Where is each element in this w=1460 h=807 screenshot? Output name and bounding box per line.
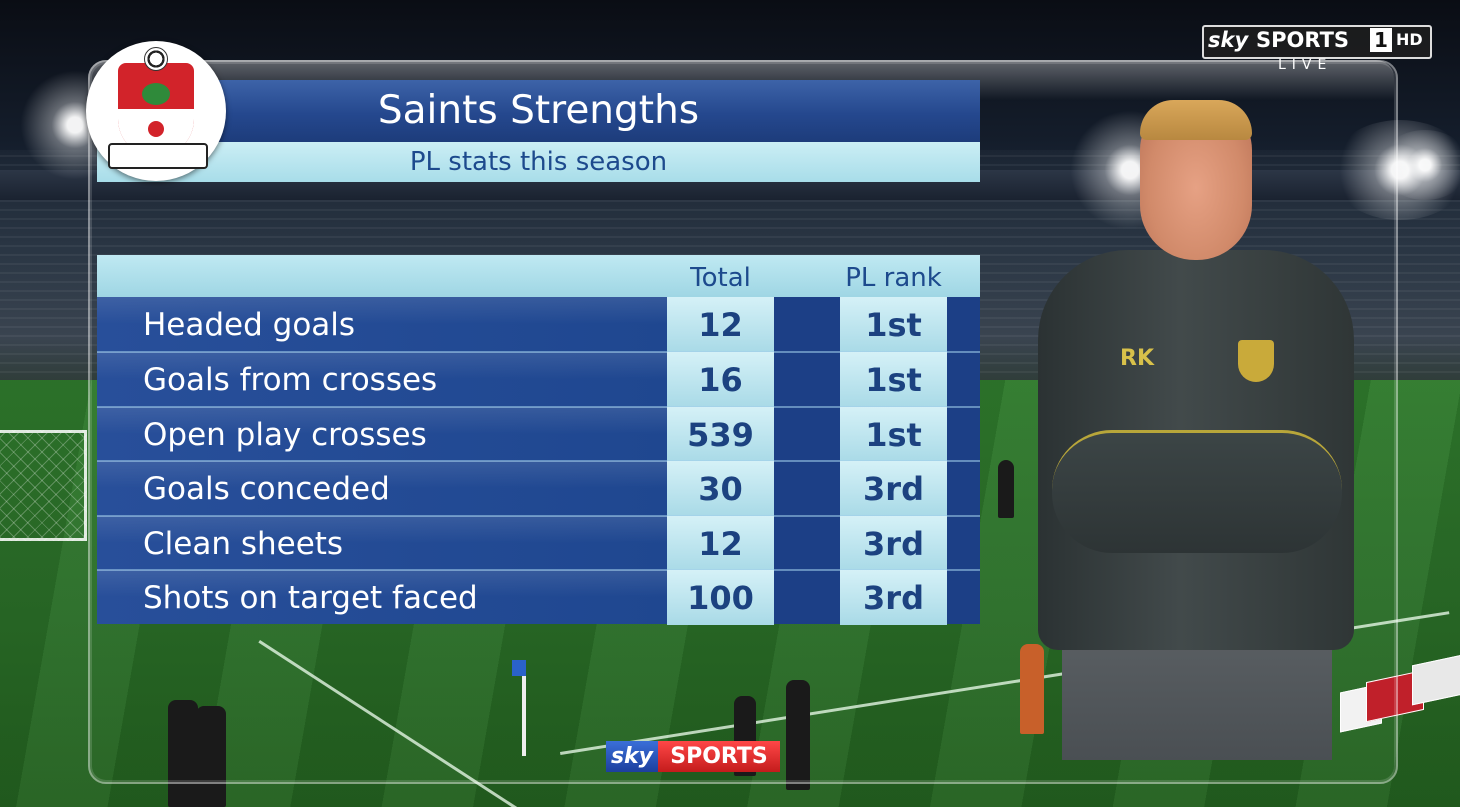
row-total: 12 <box>667 297 774 352</box>
title-bar <box>97 80 980 142</box>
row-label: Headed goals <box>143 307 356 343</box>
row-shine <box>97 297 667 324</box>
row-shine <box>97 352 667 379</box>
row-total: 539 <box>667 407 774 462</box>
channel-logo-sky: sky <box>1208 28 1249 52</box>
column-header-total: Total <box>690 263 751 293</box>
page-subtitle: PL stats this season <box>409 147 668 177</box>
subtitle-bar <box>97 142 980 182</box>
row-rank: 3rd <box>840 461 947 516</box>
corner-flag <box>512 660 526 756</box>
row-separator <box>97 460 980 462</box>
club-badge <box>86 41 226 181</box>
row-shine <box>97 461 667 488</box>
stats-table: Total PL rank Headed goals 12 1st Goals … <box>97 255 980 625</box>
row-rank: 3rd <box>840 570 947 625</box>
row-label: Clean sheets <box>143 526 344 562</box>
jacket-initials: RK <box>1120 346 1154 371</box>
row-total: 12 <box>667 516 774 571</box>
live-indicator: LIVE <box>1278 57 1333 73</box>
row-label: Shots on target faced <box>143 580 478 616</box>
jacket-crest-icon <box>1238 340 1274 382</box>
person-silhouette <box>786 680 810 790</box>
channel-hd: HD <box>1396 30 1423 49</box>
channel-logo-sports: SPORTS <box>1256 28 1350 52</box>
badge-scroll <box>108 143 208 169</box>
row-separator <box>97 515 980 517</box>
channel-number: 1 <box>1370 28 1392 52</box>
person-silhouette <box>168 700 198 807</box>
row-shine <box>97 407 667 434</box>
manager-hair <box>1140 100 1252 140</box>
row-rank: 1st <box>840 297 947 352</box>
goal-net <box>0 430 87 541</box>
bottom-logo-sky: sky <box>606 741 658 772</box>
channel-logo-box <box>1202 25 1432 59</box>
row-label: Open play crosses <box>143 417 427 453</box>
table-header <box>97 255 980 297</box>
row-separator <box>97 406 980 408</box>
table-row: Goals from crosses 16 1st <box>97 352 980 407</box>
graphic-frame <box>88 60 1398 784</box>
page-title: Saints Strengths <box>377 88 700 133</box>
row-total: 30 <box>667 461 774 516</box>
row-total: 16 <box>667 352 774 407</box>
row-rank: 1st <box>840 407 947 462</box>
row-shine <box>97 570 667 597</box>
person-silhouette <box>998 460 1014 518</box>
row-label: Goals conceded <box>143 471 390 507</box>
row-label: Goals from crosses <box>143 362 438 398</box>
badge-ball-icon <box>144 47 168 71</box>
badge-rose-icon <box>148 121 164 137</box>
bottom-logo-sports: SPORTS <box>658 741 780 772</box>
column-header-pl-rank: PL rank <box>845 263 942 293</box>
person-silhouette <box>196 706 226 807</box>
row-rank: 1st <box>840 352 947 407</box>
table-row: Goals conceded 30 3rd <box>97 461 980 516</box>
row-separator <box>97 569 980 571</box>
floodlight <box>1380 130 1460 200</box>
sky-sports-channel-logo: sky SPORTS 1 HD <box>1202 25 1432 59</box>
sky-sports-bottom-logo: sky SPORTS <box>606 741 780 772</box>
row-rank: 3rd <box>840 516 947 571</box>
badge-tree-icon <box>142 83 170 105</box>
manager-figure: RK <box>1032 100 1362 760</box>
row-separator <box>97 351 980 353</box>
table-row: Shots on target faced 100 3rd <box>97 570 980 625</box>
table-row: Clean sheets 12 3rd <box>97 516 980 571</box>
person-silhouette <box>1020 644 1044 734</box>
row-total: 100 <box>667 570 774 625</box>
title-panel: Saints Strengths PL stats this season <box>97 80 980 182</box>
row-shine <box>97 516 667 543</box>
manager-legs <box>1062 630 1332 760</box>
table-row: Open play crosses 539 1st <box>97 407 980 462</box>
manager-crossed-arms <box>1052 430 1342 553</box>
table-row: Headed goals 12 1st <box>97 297 980 352</box>
